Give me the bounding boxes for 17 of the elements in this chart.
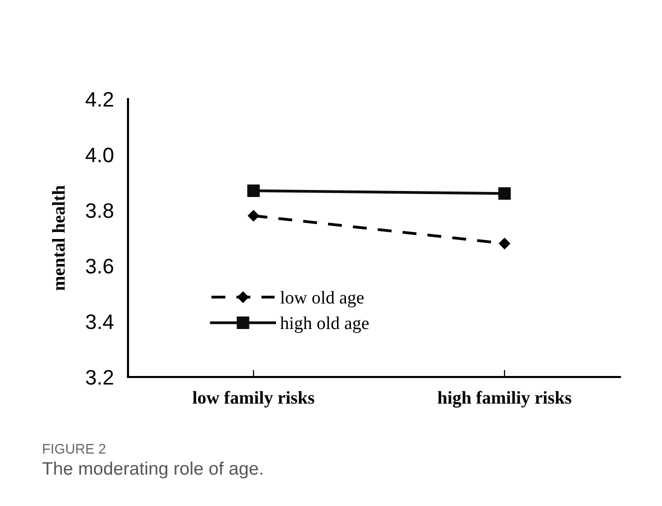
y-tick-label: 3.2 xyxy=(86,370,114,385)
y-tick-label: 4.0 xyxy=(86,148,114,162)
y-tick-label: 3.4 xyxy=(86,314,114,330)
x-tick-label: high familiy risks xyxy=(438,390,572,408)
y-tick-label: 4.2 xyxy=(86,92,114,107)
legend-label: low old age xyxy=(280,290,364,308)
point xyxy=(498,238,510,250)
caption: FIGURE 2 xyxy=(43,444,106,454)
text: The moderating role of age. xyxy=(42,462,262,478)
y-tick-label: 3.6 xyxy=(86,258,114,274)
y-tick-label: 3.8 xyxy=(86,203,114,218)
point xyxy=(248,210,260,222)
y-axis-title: mental health xyxy=(52,185,65,290)
point xyxy=(247,184,260,197)
legend-label: high old age xyxy=(280,316,369,333)
point xyxy=(498,187,511,200)
x-tick-label: low family risks xyxy=(192,390,314,408)
